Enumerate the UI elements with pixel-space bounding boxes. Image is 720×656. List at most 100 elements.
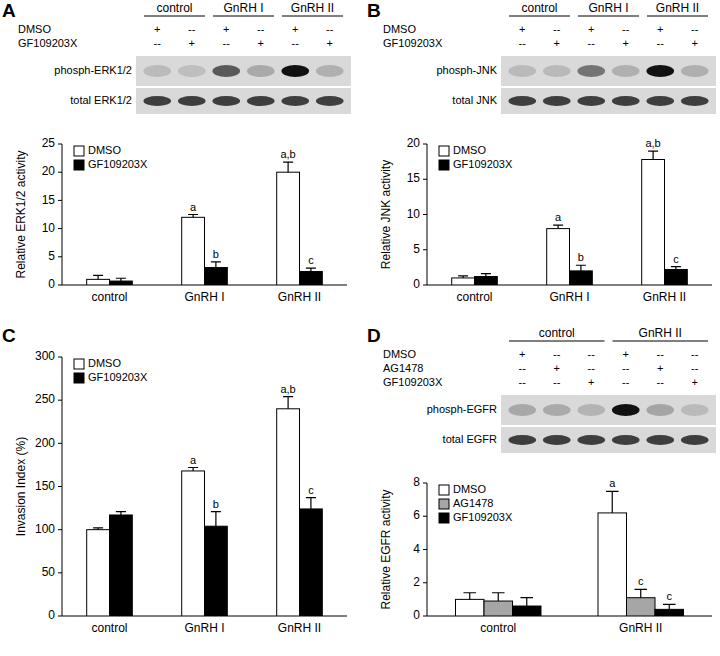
legend-label: DMSO bbox=[88, 357, 121, 369]
category-label: GnRH II bbox=[619, 621, 662, 635]
category-label: control bbox=[91, 621, 127, 635]
blot-label: phosph-ERK1/2 bbox=[54, 64, 132, 76]
treatment-mark: -- bbox=[691, 348, 699, 360]
category-label: control bbox=[91, 290, 127, 304]
y-tick bbox=[58, 486, 62, 487]
group-underline bbox=[213, 16, 274, 17]
bar bbox=[87, 530, 110, 616]
y-tick-label: 20 bbox=[407, 136, 421, 150]
significance-label: b bbox=[213, 498, 219, 510]
bar bbox=[642, 160, 665, 285]
treatment-mark: + bbox=[657, 23, 663, 35]
treatment-label: GF109203X bbox=[18, 37, 78, 49]
legend-label: GF109203X bbox=[88, 371, 148, 383]
bar bbox=[547, 229, 570, 285]
treatment-mark: -- bbox=[657, 348, 665, 360]
blot-band bbox=[281, 65, 309, 77]
y-tick-label: 4 bbox=[413, 542, 420, 556]
y-axis-label: Relative EGFR activity bbox=[379, 489, 393, 609]
y-tick-label: 20 bbox=[42, 164, 56, 178]
blot-band bbox=[316, 65, 344, 77]
error-bar bbox=[492, 593, 505, 601]
error-bar bbox=[283, 162, 293, 172]
y-tick-label: 10 bbox=[42, 221, 56, 235]
significance-label: b bbox=[213, 248, 219, 260]
error-bar bbox=[116, 278, 126, 281]
blot-band-total bbox=[577, 435, 605, 445]
bar bbox=[205, 526, 228, 616]
legend-swatch bbox=[74, 146, 84, 156]
y-tick bbox=[423, 179, 427, 180]
y-tick-label: 15 bbox=[407, 171, 421, 185]
y-tick bbox=[58, 200, 62, 201]
panel-label: A bbox=[2, 0, 16, 21]
legend-swatch bbox=[439, 485, 449, 495]
bar bbox=[475, 277, 498, 285]
legend-swatch bbox=[439, 499, 449, 509]
blot-band bbox=[543, 404, 571, 416]
treatment-mark: -- bbox=[622, 23, 630, 35]
error-bar bbox=[458, 276, 468, 278]
blot-band bbox=[212, 65, 240, 77]
category-label: GnRH I bbox=[549, 290, 589, 304]
panel: DcontrolGnRH IIDMSO+----+----AG1478--+--… bbox=[367, 325, 716, 635]
group-label: control bbox=[156, 1, 192, 15]
blot-band-total bbox=[612, 96, 640, 106]
bars bbox=[452, 151, 688, 285]
blot-band bbox=[508, 404, 536, 416]
category-label: GnRH I bbox=[184, 621, 224, 635]
legend-swatch bbox=[439, 146, 449, 156]
group-underline bbox=[509, 341, 605, 342]
y-tick bbox=[423, 616, 427, 617]
significance-label: c bbox=[308, 484, 314, 496]
blot-band bbox=[646, 404, 674, 416]
legend-swatch bbox=[439, 513, 449, 523]
y-tick bbox=[58, 529, 62, 530]
treatment-label: GF109203X bbox=[383, 376, 443, 388]
error-bar bbox=[648, 151, 658, 159]
significance-label: c bbox=[673, 253, 679, 265]
blot-label: total ERK1/2 bbox=[70, 94, 132, 106]
legend-swatch bbox=[74, 359, 84, 369]
blot-band-total bbox=[178, 96, 206, 106]
y-axis bbox=[62, 357, 63, 616]
blot-background bbox=[501, 427, 716, 453]
error-bar bbox=[481, 274, 491, 277]
treatment-mark: + bbox=[692, 37, 698, 49]
blot-band bbox=[543, 65, 571, 77]
treatment-mark: -- bbox=[622, 376, 630, 388]
treatment-mark: + bbox=[692, 376, 698, 388]
y-tick bbox=[58, 256, 62, 257]
treatment-mark: -- bbox=[519, 37, 527, 49]
group-label: GnRH II bbox=[656, 1, 699, 15]
error-bar bbox=[520, 598, 533, 606]
blot-band-total bbox=[577, 96, 605, 106]
legend-label: DMSO bbox=[453, 144, 486, 156]
y-axis-label: Invasion Index (%) bbox=[14, 437, 28, 536]
blot-band bbox=[681, 65, 709, 77]
y-tick-label: 8 bbox=[413, 475, 420, 489]
treatment-label: DMSO bbox=[383, 348, 416, 360]
blot-label: total JNK bbox=[452, 94, 497, 106]
error-bar bbox=[671, 267, 681, 270]
blot-label: phosph-JNK bbox=[436, 64, 497, 76]
treatment-mark: -- bbox=[588, 362, 596, 374]
blot-background bbox=[501, 56, 716, 86]
y-tick bbox=[58, 400, 62, 401]
y-tick bbox=[58, 228, 62, 229]
treatment-mark: -- bbox=[553, 23, 561, 35]
y-tick-label: 0 bbox=[413, 608, 420, 622]
treatment-mark: + bbox=[519, 348, 525, 360]
significance-label: a bbox=[555, 211, 562, 223]
y-axis-label: Relative ERK1/2 activity bbox=[14, 150, 28, 278]
blot-band bbox=[681, 404, 709, 416]
y-tick-label: 25 bbox=[42, 136, 56, 150]
treatment-mark: -- bbox=[257, 23, 265, 35]
treatment-mark: + bbox=[623, 348, 629, 360]
group-underline bbox=[613, 341, 709, 342]
significance-label: a,b bbox=[645, 137, 660, 149]
bar bbox=[627, 598, 656, 616]
significance-label: c bbox=[638, 575, 644, 587]
group-underline bbox=[144, 16, 205, 17]
blot-band-total bbox=[212, 96, 240, 106]
